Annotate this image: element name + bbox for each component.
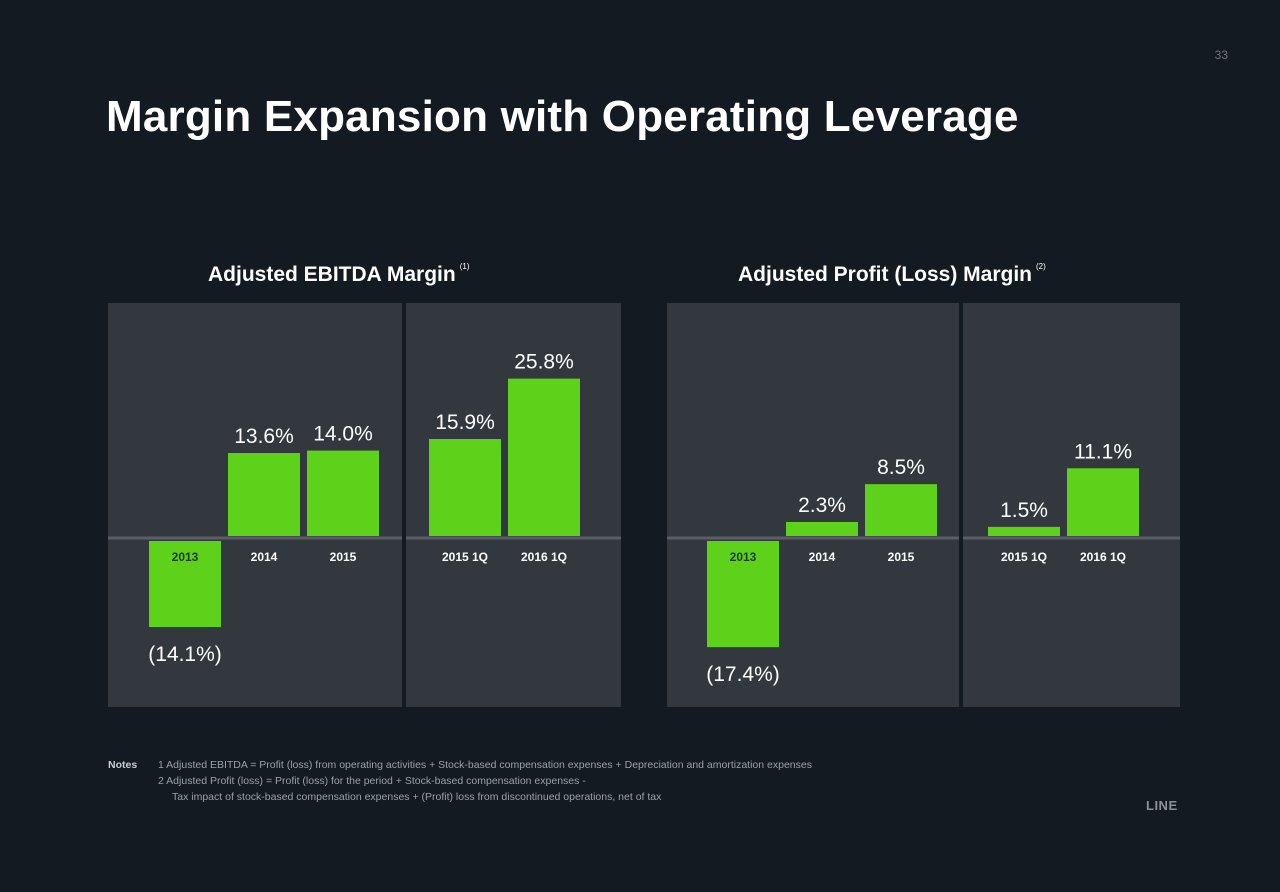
chart-0-bar-0-2 xyxy=(307,450,379,536)
chart-1-value-label-1-0: 1.5% xyxy=(1000,499,1048,522)
chart-1-value-label-0-0: (17.4%) xyxy=(706,663,780,686)
chart-0-value-label-1-1: 25.8% xyxy=(514,351,574,374)
chart-1-category-label-1-0: 2015 1Q xyxy=(1001,550,1047,564)
chart-0-category-label-0-1: 2014 xyxy=(251,550,278,564)
chart-1-category-label-0-2: 2015 xyxy=(888,550,915,564)
chart-title-ebitda: Adjusted EBITDA Margin (1) xyxy=(208,262,470,287)
notes-label: Notes xyxy=(108,759,138,771)
chart-1-value-label-0-1: 2.3% xyxy=(798,494,846,517)
chart-0-category-label-0-2: 2015 xyxy=(330,550,357,564)
chart-0-bar-1-1 xyxy=(508,378,580,536)
note-3: Tax impact of stock-based compensation e… xyxy=(172,791,662,803)
chart-title-profit: Adjusted Profit (Loss) Margin (2) xyxy=(738,262,1046,287)
page-number: 33 xyxy=(1214,48,1228,62)
chart-0-category-label-1-1: 2016 1Q xyxy=(521,550,567,564)
chart-0-value-label-0-2: 14.0% xyxy=(313,423,373,446)
chart-1-bar-0-0 xyxy=(707,541,779,648)
chart-0-category-label-0-0: 2013 xyxy=(172,550,199,564)
brand-logo: LINE xyxy=(1146,798,1178,813)
chart-0-bar-0-0 xyxy=(149,541,221,628)
chart-0-bar-0-1 xyxy=(228,453,300,536)
slide-title: Margin Expansion with Operating Leverage xyxy=(106,92,1019,141)
chart-1-bar-0-2 xyxy=(865,484,937,536)
chart-1-bar-1-0 xyxy=(988,526,1060,536)
chart-title-profit-text: Adjusted Profit (Loss) Margin xyxy=(738,263,1032,286)
chart-1-category-label-1-1: 2016 1Q xyxy=(1080,550,1126,564)
note-2: 2 Adjusted Profit (loss) = Profit (loss)… xyxy=(158,775,586,787)
chart-1-category-label-0-1: 2014 xyxy=(809,550,836,564)
chart-1-value-label-0-2: 8.5% xyxy=(877,456,925,479)
note-1: 1 Adjusted EBITDA = Profit (loss) from o… xyxy=(158,759,812,771)
chart-0-category-label-1-0: 2015 1Q xyxy=(442,550,488,564)
chart-1-bar-0-1 xyxy=(786,521,858,536)
chart-1-category-label-0-0: 2013 xyxy=(730,550,757,564)
chart-0-bar-1-0 xyxy=(429,439,501,536)
footnote-ref-2: (2) xyxy=(1036,262,1046,271)
chart-0-value-label-0-1: 13.6% xyxy=(234,425,294,448)
chart-0-value-label-0-0: (14.1%) xyxy=(148,643,222,666)
chart-1-value-label-1-1: 11.1% xyxy=(1074,440,1132,463)
chart-0-value-label-1-0: 15.9% xyxy=(435,411,495,434)
chart-1-bar-1-1 xyxy=(1067,468,1139,536)
footnote-ref-1: (1) xyxy=(459,262,470,271)
chart-title-ebitda-text: Adjusted EBITDA Margin xyxy=(208,263,456,286)
